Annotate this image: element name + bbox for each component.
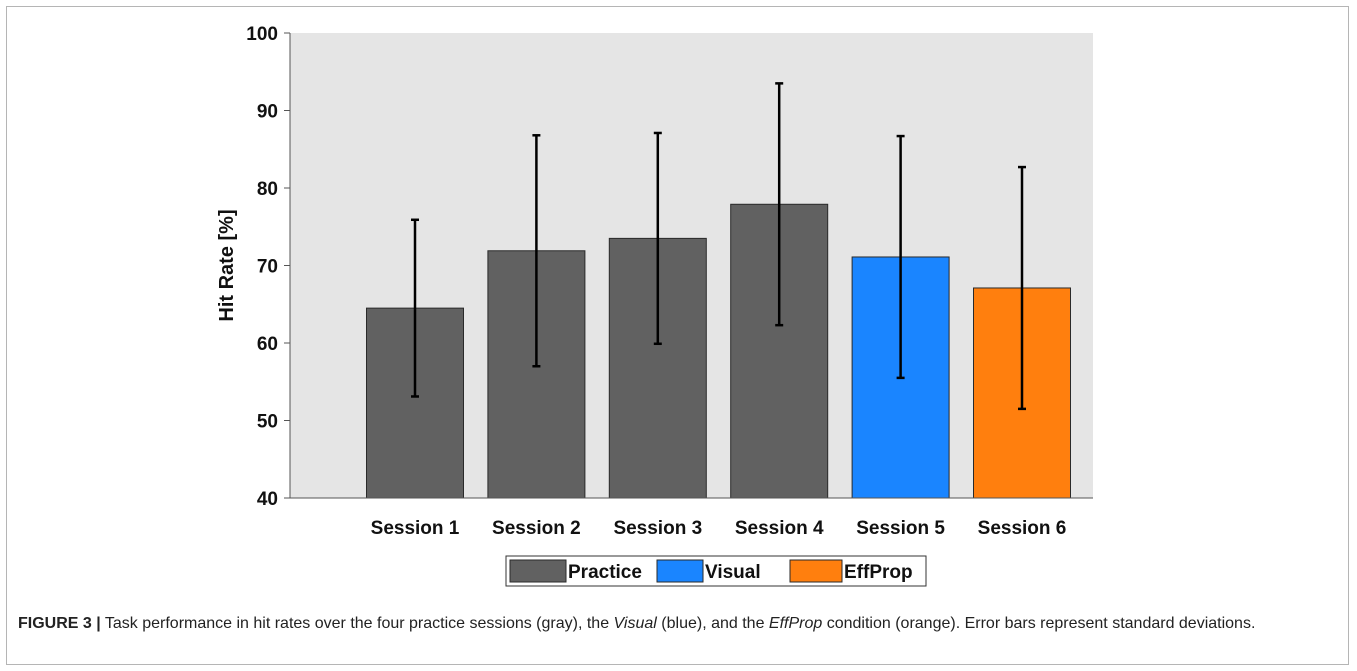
error-bar [411,218,419,398]
x-tick-label: Session 1 [371,518,460,539]
y-tick-label: 80 [257,179,278,200]
x-tick-label: Session 2 [492,518,581,539]
caption-text-1: Task performance in hit rates over the f… [100,615,614,632]
caption-effprop: EffProp [768,615,823,632]
legend: Practice Visual EffProp [505,555,927,587]
y-axis-label: Hit Rate [%] [216,209,238,321]
caption-visual: Visual [613,615,657,632]
y-tick-label: 90 [257,102,278,123]
y-axis: 40 50 60 70 80 90 100 [246,24,291,510]
x-tick-label: Session 4 [735,518,824,539]
x-tick-label: Session 5 [856,518,945,539]
error-bars [411,82,1026,411]
legend-box [505,555,927,587]
legend-label: Practice [568,562,642,583]
y-tick-label: 100 [246,24,278,45]
error-bar [775,82,784,327]
caption-label: FIGURE 3 | [18,615,101,632]
caption-text-2: (blue), and the [656,615,769,632]
error-bar [653,131,662,346]
y-tick-label: 50 [257,412,278,433]
legend-swatch [656,559,704,583]
legend-label: EffProp [844,562,913,583]
caption-text-3: condition (orange). Error bars represent… [822,615,1256,632]
figure-caption: FIGURE 3 | Task performance in hit rates… [18,612,1338,636]
x-axis: Session 1 Session 2 Session 3 Session 4 Sess… [290,497,1093,539]
legend-swatch [509,559,567,583]
legend-swatch [789,559,843,583]
bars [366,203,1071,499]
legend-label: Visual [705,562,761,583]
y-tick-label: 70 [257,257,278,278]
x-tick-label: Session 3 [613,518,702,539]
y-tick-label: 60 [257,334,278,355]
error-bar [896,134,905,380]
x-tick-label: Session 6 [978,518,1067,539]
error-bar [532,134,541,368]
y-tick-label: 40 [257,489,278,510]
error-bar [1018,165,1026,411]
